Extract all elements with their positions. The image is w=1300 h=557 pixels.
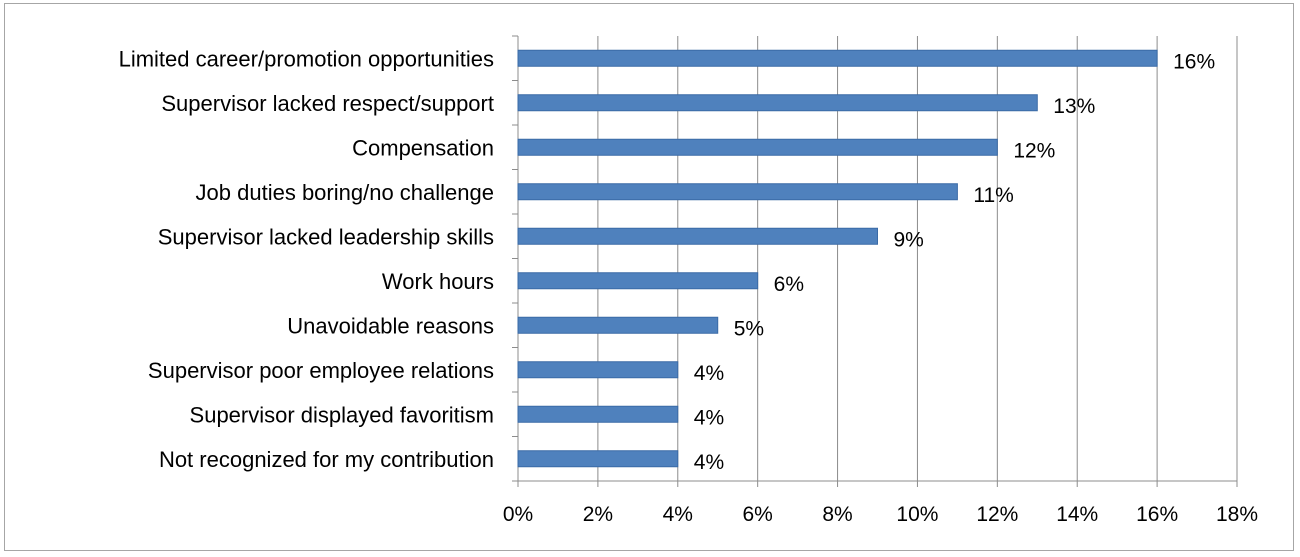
x-tick-label-2: 4% [663, 503, 693, 526]
value-label-4: 9% [894, 228, 924, 251]
bar-1 [517, 94, 1038, 112]
bar-0 [517, 49, 1158, 67]
value-label-1: 13% [1053, 95, 1095, 118]
bar-9 [517, 450, 679, 468]
bar-2 [517, 138, 998, 156]
x-tick-label-9: 18% [1216, 503, 1258, 526]
category-label-1: Supervisor lacked respect/support [161, 91, 494, 116]
category-label-9: Not recognized for my contribution [159, 447, 494, 472]
x-tick-label-6: 12% [976, 503, 1018, 526]
value-label-7: 4% [694, 362, 724, 385]
x-tick-label-5: 10% [896, 503, 938, 526]
category-label-6: Unavoidable reasons [287, 313, 494, 338]
category-label-2: Compensation [352, 135, 494, 160]
category-label-8: Supervisor displayed favoritism [190, 402, 494, 427]
bar-3 [517, 183, 958, 201]
x-tick-label-8: 16% [1136, 503, 1178, 526]
value-label-5: 6% [774, 273, 804, 296]
category-label-0: Limited career/promotion opportunities [119, 46, 494, 71]
value-label-8: 4% [694, 406, 724, 429]
bar-4 [517, 227, 878, 245]
bars [517, 49, 1158, 468]
x-tick-label-0: 0% [503, 503, 533, 526]
category-label-7: Supervisor poor employee relations [148, 358, 494, 383]
value-label-9: 4% [694, 451, 724, 474]
x-tick-label-3: 6% [742, 503, 772, 526]
value-label-0: 16% [1173, 50, 1215, 73]
bar-6 [517, 316, 719, 334]
x-tick-label-4: 8% [822, 503, 852, 526]
x-tick-label-1: 2% [583, 503, 613, 526]
bar-8 [517, 405, 679, 423]
category-label-5: Work hours [382, 269, 494, 294]
value-label-2: 12% [1013, 139, 1055, 162]
category-label-3: Job duties boring/no challenge [196, 180, 494, 205]
category-label-4: Supervisor lacked leadership skills [158, 224, 494, 249]
value-label-6: 5% [734, 317, 764, 340]
value-label-3: 11% [973, 184, 1013, 207]
bar-7 [517, 361, 679, 379]
x-tick-label-7: 14% [1056, 503, 1098, 526]
bar-5 [517, 272, 759, 290]
labels: 0% 2% 4% 6% 8% 10% 12% 14% 16% 18% Limited career/… [119, 46, 1258, 526]
